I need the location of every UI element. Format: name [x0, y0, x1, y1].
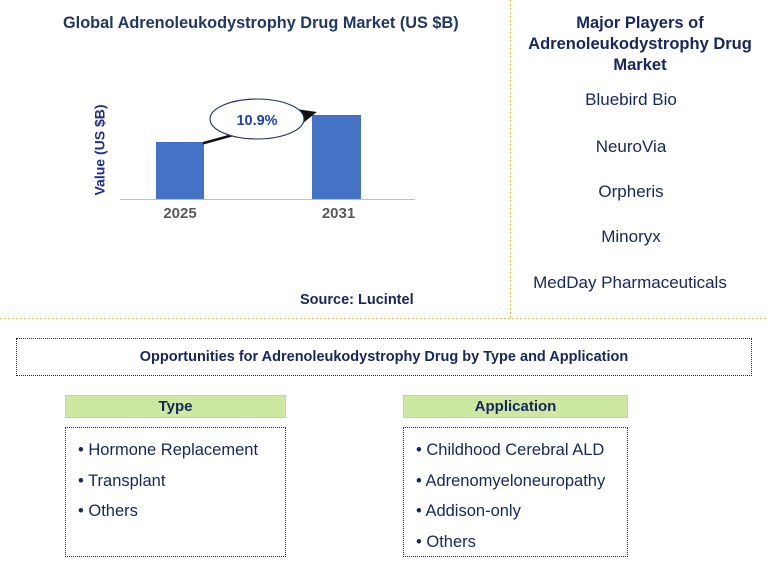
svg-text:10.9%: 10.9%	[236, 113, 277, 129]
